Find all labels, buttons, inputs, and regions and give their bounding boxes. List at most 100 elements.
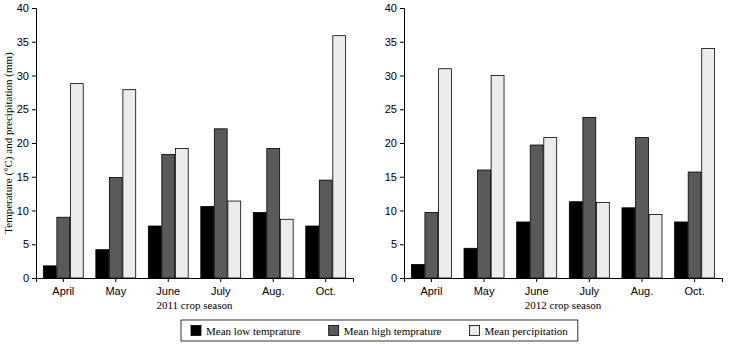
tick: April [420, 278, 442, 297]
y-axis: 0 5 10 15 20 25 30 35 40 [17, 2, 37, 284]
tick: 30 [17, 70, 36, 82]
tick-label: June [525, 285, 549, 297]
bar [333, 36, 346, 278]
tick: May [474, 278, 495, 297]
legend-item: Mean percipitation [469, 325, 568, 337]
bar-series [57, 129, 332, 278]
tick-label: July [211, 285, 231, 297]
tick: June [525, 278, 549, 297]
tick-mark [400, 278, 404, 279]
tick: Aug. [262, 278, 285, 297]
bar [411, 265, 424, 279]
legend-box [181, 320, 578, 341]
tick-label: April [52, 285, 74, 297]
tick: Oct. [685, 278, 705, 297]
tick-label: 35 [385, 36, 397, 48]
bar [43, 266, 56, 278]
bar [148, 226, 161, 278]
bar [123, 90, 136, 278]
x-axis: AprilMayJuneJulyAug.Oct. [37, 278, 354, 297]
bar [162, 154, 175, 278]
tick: 40 [385, 2, 404, 14]
tick-mark [32, 8, 36, 9]
bar [478, 170, 491, 278]
tick-label: 30 [17, 70, 29, 82]
tick-label: 10 [17, 205, 29, 217]
tick-mark [484, 278, 485, 282]
legend-swatch [191, 326, 201, 336]
tick-label: 25 [385, 103, 397, 115]
tick-label: 15 [385, 171, 397, 183]
tick-mark [115, 278, 116, 282]
tick: 20 [385, 137, 404, 149]
tick-mark [400, 211, 404, 212]
bar [675, 222, 688, 278]
panel: 0510152025303540AprilMayJuneJulyAug.Oct.… [385, 2, 723, 311]
panel: 0510152025303540AprilMayJuneJulyAug.Oct.… [2, 2, 354, 311]
tick-mark [32, 143, 36, 144]
bar [622, 208, 635, 278]
bar [57, 217, 70, 278]
axis-line [32, 9, 37, 279]
y-axis: 0510152025303540 [385, 2, 405, 284]
tick: 5 [23, 238, 36, 250]
tick: July [211, 278, 231, 297]
axis-title: Temperature (°C) and precipitation (mm) [2, 52, 15, 234]
tick-label: June [156, 285, 180, 297]
tick-label: 5 [23, 238, 29, 250]
tick: 0 [23, 272, 36, 284]
tick: 25 [17, 103, 36, 115]
tick-mark [400, 143, 404, 144]
bar [253, 213, 266, 278]
tick-label: July [580, 285, 600, 297]
tick-mark [536, 278, 537, 282]
axis-line [400, 9, 405, 279]
tick: 35 [385, 36, 404, 48]
bar [70, 84, 83, 278]
bar [544, 138, 557, 278]
tick: 10 [385, 205, 404, 217]
tick-label: 30 [385, 70, 397, 82]
tick-label: Aug. [631, 285, 654, 297]
bar-series [425, 117, 701, 278]
tick: May [105, 278, 126, 297]
tick-label: April [420, 285, 442, 297]
chart: 0 5 10 15 20 25 30 35 40 April May June July Aug. Oct.… [0, 0, 738, 344]
bar [464, 248, 477, 278]
bar [596, 202, 609, 278]
legend-swatch [469, 326, 479, 336]
tick: 15 [17, 171, 36, 183]
tick: 20 [17, 137, 36, 149]
tick-label: Oct. [685, 285, 705, 297]
tick-label: May [474, 285, 495, 297]
bar [96, 250, 109, 278]
tick-mark [400, 244, 404, 245]
tick-label: 35 [17, 36, 29, 48]
tick: Aug. [631, 278, 654, 297]
tick: 10 [17, 205, 36, 217]
bar [649, 215, 662, 278]
x-axis: April May June July Aug. Oct. [405, 278, 723, 297]
tick-mark [400, 109, 404, 110]
bar [319, 180, 332, 278]
tick: 25 [385, 103, 404, 115]
legend-label: Mean high temprature [344, 325, 442, 337]
tick-mark [273, 278, 274, 282]
tick-mark [431, 278, 432, 282]
tick-mark [400, 42, 404, 43]
bar-series [70, 36, 345, 278]
bar [491, 76, 504, 279]
tick-label: 40 [17, 2, 29, 14]
bar [228, 201, 241, 278]
bar [517, 222, 530, 278]
bar [583, 117, 596, 278]
tick: 5 [391, 238, 404, 250]
tick-label: 40 [385, 2, 397, 14]
tick-mark [32, 278, 36, 279]
tick: June [156, 278, 180, 297]
bar [702, 49, 715, 279]
tick-mark [63, 278, 64, 282]
bar [438, 69, 451, 278]
axis-title: 2011 crop season [157, 299, 233, 311]
tick-mark [32, 244, 36, 245]
